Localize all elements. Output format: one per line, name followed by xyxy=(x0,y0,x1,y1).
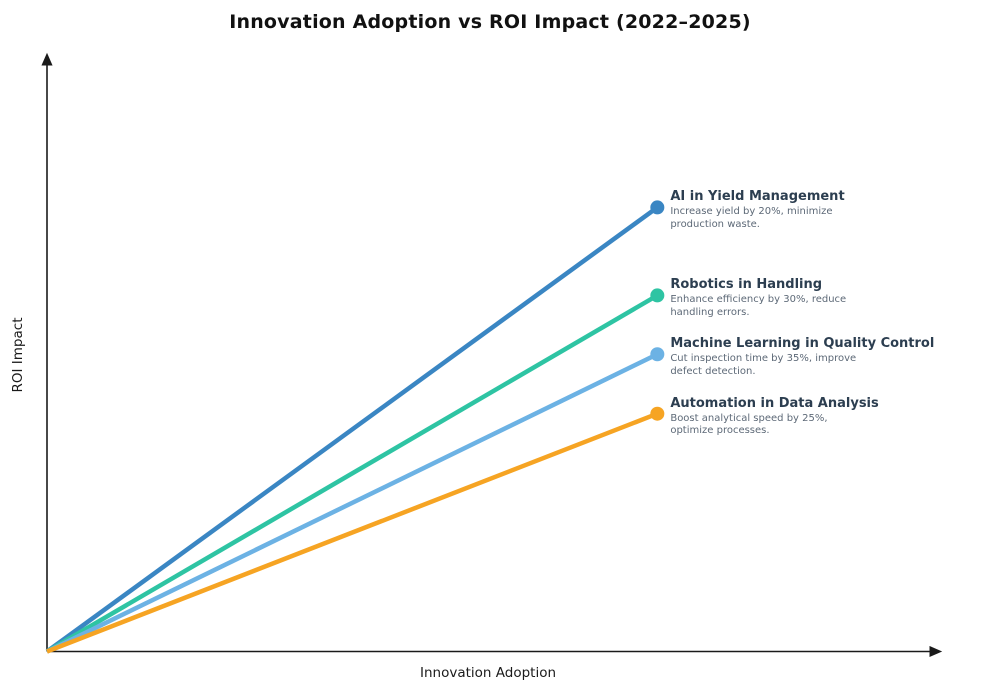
annotation-title: Automation in Data Analysis xyxy=(670,395,879,411)
annotation-title: AI in Yield Management xyxy=(670,189,845,205)
y-axis-label: ROI Impact xyxy=(10,317,26,393)
series-end-point xyxy=(650,406,665,421)
annotation-description: Cut inspection time by 35%, improve defec… xyxy=(670,353,857,377)
series-line xyxy=(46,352,659,654)
chart-title: Innovation Adoption vs ROI Impact (2022–… xyxy=(229,11,751,33)
annotation-description: Boost analytical speed by 25%, optimize p… xyxy=(670,412,828,437)
series-line xyxy=(45,205,659,654)
annotation-description: Increase yield by 20%, minimize productio… xyxy=(670,206,833,230)
series-end-point xyxy=(650,288,665,303)
series-end-point xyxy=(650,200,665,215)
annotation: Robotics in Handling Enhance efficiency b… xyxy=(670,277,846,319)
x-axis-label: Innovation Adoption xyxy=(419,665,557,681)
series-line xyxy=(46,411,659,654)
annotation-title: Machine Learning in Quality Control xyxy=(670,336,935,352)
annotation-description: Enhance efficiency by 30%, reduce handlin… xyxy=(670,294,847,318)
series-line xyxy=(45,293,659,654)
annotation: Machine Learning in Quality Control Cut i… xyxy=(670,336,934,378)
annotation: Automation in Data Analysis Boost analyti… xyxy=(670,396,878,438)
annotation-title: Robotics in Handling xyxy=(670,277,823,293)
series-end-point xyxy=(650,347,665,362)
annotation: AI in Yield Management Increase yield by … xyxy=(670,189,844,231)
